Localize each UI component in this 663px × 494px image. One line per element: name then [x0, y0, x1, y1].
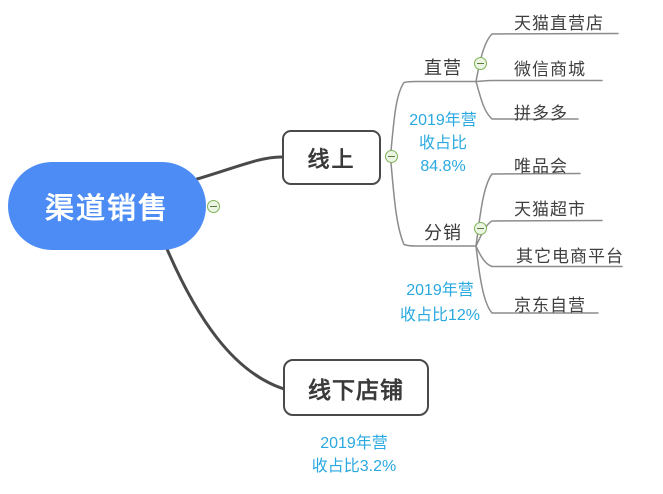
note-distribution-revenue-share: 2019年营 收占比12% — [390, 278, 490, 328]
note-line: 收占比3.2% — [311, 458, 397, 475]
minus-glyph — [388, 155, 395, 158]
topic-offline-stores[interactable]: 线下店铺 — [283, 359, 429, 416]
note-line: 2019年营 — [320, 435, 388, 452]
root-topic-channel-sales[interactable]: 渠道销售 — [8, 162, 206, 250]
leaf-vipshop[interactable]: 唯品会 — [514, 157, 568, 176]
edge-root-offline — [165, 247, 286, 391]
leaf-other-ecommerce-platforms[interactable]: 其它电商平台 — [516, 247, 624, 266]
subtopic-direct-sales[interactable]: 直营 — [424, 58, 462, 78]
minus-circle-icon[interactable] — [474, 222, 487, 235]
minus-glyph — [210, 205, 217, 208]
leaf-pinduoduo[interactable]: 拼多多 — [514, 104, 568, 123]
note-line: 2019年营 — [406, 282, 474, 299]
note-line: 84.8% — [420, 158, 466, 175]
note-line: 2019年营 — [409, 112, 477, 129]
edge-direct-wechat-mall — [475, 79, 603, 83]
leaf-tmall-supermarket[interactable]: 天猫超市 — [514, 200, 586, 219]
note-offline-revenue-share: 2019年营 收占比3.2% — [303, 432, 405, 478]
minus-circle-icon[interactable] — [207, 200, 220, 213]
minus-glyph — [477, 62, 484, 65]
note-line: 收占比12% — [399, 307, 481, 324]
edge-root-online — [195, 155, 285, 181]
note-line: 收占比 — [418, 135, 467, 152]
topic-offline-label: 线下店铺 — [308, 376, 404, 403]
root-topic-label: 渠道销售 — [44, 193, 169, 225]
topic-online-label: 线上 — [307, 146, 356, 172]
note-direct-revenue-share: 2019年营 收占比 84.8% — [393, 109, 493, 178]
leaf-wechat-mall[interactable]: 微信商城 — [514, 60, 586, 79]
leaf-jd-self-operated[interactable]: 京东自营 — [514, 296, 586, 315]
minus-glyph — [477, 227, 484, 230]
topic-online[interactable]: 线上 — [282, 130, 381, 185]
subtopic-distribution[interactable]: 分销 — [424, 223, 462, 243]
minus-circle-icon[interactable] — [385, 150, 398, 163]
minus-circle-icon[interactable] — [474, 57, 487, 70]
leaf-tmall-direct-store[interactable]: 天猫直营店 — [514, 14, 604, 33]
